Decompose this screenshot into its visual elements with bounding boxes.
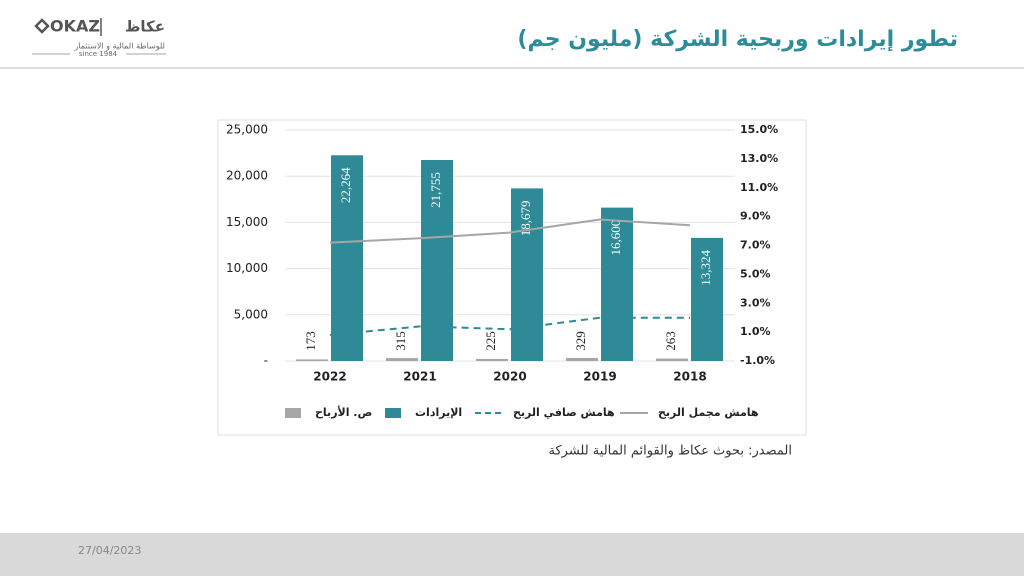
value-label: 22,264 bbox=[338, 167, 353, 203]
value-label: 225 bbox=[483, 331, 498, 351]
y2-tick-label: 5.0% bbox=[740, 267, 771, 280]
y2-tick-label: -1.0% bbox=[740, 354, 775, 367]
bar bbox=[511, 188, 543, 361]
x-tick-label: 2021 bbox=[403, 370, 436, 384]
footer-date: 27/04/2023 bbox=[78, 544, 141, 557]
value-label: 173 bbox=[303, 331, 318, 351]
logo-latin: OKAZ bbox=[50, 17, 100, 36]
y2-tick-label: 3.0% bbox=[740, 296, 771, 309]
y2-tick-label: 13.0% bbox=[740, 152, 778, 165]
bar bbox=[656, 358, 688, 361]
line bbox=[329, 218, 691, 244]
bar bbox=[476, 358, 508, 361]
legend-label: ص. الأرباح bbox=[315, 405, 372, 419]
chart: - 5,000 10,000 15,000 20,000 25,000 -1.0% 1.0% 3… bbox=[226, 123, 778, 420]
x-tick-label: 2018 bbox=[673, 370, 706, 384]
bar bbox=[386, 358, 418, 361]
bar bbox=[331, 155, 363, 361]
x-tick-label: 2022 bbox=[313, 370, 346, 384]
value-label: 329 bbox=[573, 331, 588, 351]
x-tick-label: 2020 bbox=[493, 370, 526, 384]
slide-title: تطور إيرادات وربحية الشركة (مليون جم) bbox=[517, 27, 958, 52]
y-tick-label: 20,000 bbox=[226, 169, 268, 183]
y-tick-label: 10,000 bbox=[226, 261, 268, 275]
legend-swatch bbox=[385, 408, 401, 418]
line bbox=[329, 316, 690, 337]
value-label: 13,324 bbox=[698, 250, 713, 286]
value-label: 263 bbox=[663, 331, 678, 351]
legend-label: هامش مجمل الربح bbox=[658, 406, 759, 419]
y2-tick-label: 15.0% bbox=[740, 123, 778, 136]
value-label: 21,755 bbox=[428, 172, 443, 208]
logo-arabic: عكاظ bbox=[125, 18, 165, 36]
y-tick-label: 25,000 bbox=[226, 123, 268, 137]
y2-tick-label: 9.0% bbox=[740, 210, 771, 223]
source-note: المصدر: بحوث عكاظ والقوائم المالية للشرك… bbox=[548, 444, 792, 459]
bar bbox=[296, 359, 328, 361]
y-tick-label: 15,000 bbox=[226, 215, 268, 229]
footer-bar bbox=[0, 533, 1024, 576]
value-label: 16,600 bbox=[608, 220, 623, 256]
logo-icon bbox=[34, 18, 50, 34]
bar bbox=[691, 237, 723, 361]
logo-tagline: للوساطة المالية و الاستثمار bbox=[73, 42, 165, 51]
legend-label: هامش صافي الربح bbox=[513, 406, 615, 419]
y2-tick-label: 11.0% bbox=[740, 181, 778, 194]
x-tick-label: 2019 bbox=[583, 370, 616, 384]
logo-since: since 1984 bbox=[79, 50, 118, 58]
bar bbox=[601, 207, 633, 361]
legend-label: الإيرادات bbox=[415, 406, 462, 419]
y2-tick-label: 1.0% bbox=[740, 325, 771, 338]
y-tick-label: 5,000 bbox=[234, 307, 268, 321]
bar bbox=[566, 357, 598, 361]
legend-swatch bbox=[285, 408, 301, 418]
y2-tick-label: 7.0% bbox=[740, 239, 771, 252]
y-tick-label: - bbox=[264, 354, 268, 368]
value-label: 315 bbox=[393, 331, 408, 351]
value-label: 18,679 bbox=[518, 201, 533, 237]
